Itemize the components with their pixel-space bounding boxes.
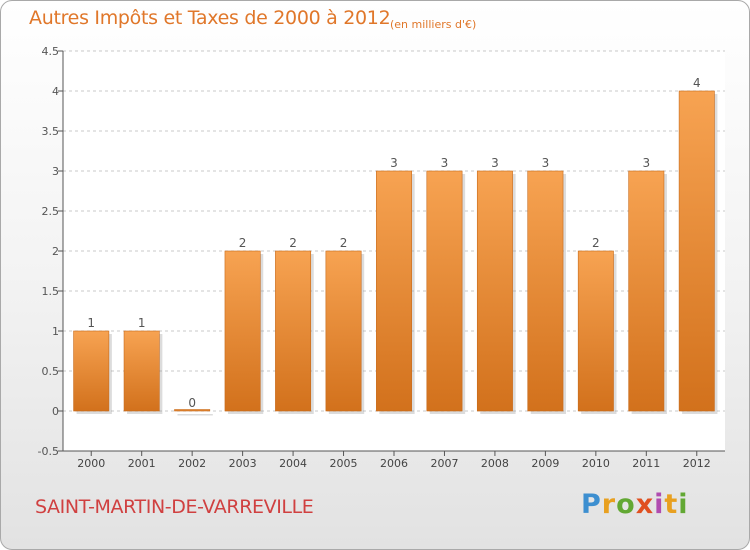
bar-2010 — [577, 250, 614, 412]
chart-title: Autres Impôts et Taxes de 2000 à 2012 — [29, 7, 391, 29]
x-tick-label: 2005 — [330, 457, 358, 470]
x-tick-label: 2008 — [481, 457, 509, 470]
logo-letter: t — [664, 489, 679, 520]
bar-value-label: 3 — [491, 156, 499, 170]
y-tick-label: 2 — [52, 245, 59, 258]
proxiti-logo: Proxiti — [581, 489, 689, 520]
bar-value-label: 2 — [289, 236, 297, 250]
x-tick-label: 2009 — [531, 457, 559, 470]
y-tick-label: 3 — [52, 165, 59, 178]
bar-value-label: 0 — [188, 396, 196, 410]
logo-letter: i — [678, 489, 689, 520]
bar-value-label: 1 — [87, 316, 95, 330]
y-tick-label: 1.5 — [42, 285, 60, 298]
bar-2008 — [476, 170, 513, 412]
y-tick-label: 0 — [52, 405, 59, 418]
logo-letter: o — [616, 489, 636, 520]
x-tick-label: 2006 — [380, 457, 408, 470]
commune-name: SAINT-MARTIN-DE-VARREVILLE — [35, 496, 314, 518]
bar-value-label: 3 — [390, 156, 398, 170]
bar-value-label: 2 — [239, 236, 247, 250]
bar-2004 — [275, 250, 312, 412]
x-tick-label: 2007 — [430, 457, 458, 470]
bar-2003 — [224, 250, 261, 412]
x-tick-label: 2011 — [632, 457, 660, 470]
logo-letter: r — [601, 489, 617, 520]
bar-value-label: 4 — [693, 76, 701, 90]
bar-2009 — [527, 170, 564, 412]
bar-2002 — [174, 409, 211, 412]
bar-2006 — [376, 170, 412, 412]
y-tick-label: 4.5 — [42, 45, 60, 58]
y-tick-label: -0.5 — [38, 445, 59, 458]
y-tick-label: 2.5 — [42, 205, 60, 218]
bar-value-label: 3 — [441, 156, 449, 170]
bar-value-label: 2 — [592, 236, 600, 250]
logo-letter: i — [654, 489, 665, 520]
bar-2012 — [678, 90, 715, 412]
bar-2007 — [426, 170, 463, 412]
bar-2011 — [628, 170, 665, 412]
logo-letter: P — [581, 489, 602, 520]
bar-value-label: 3 — [642, 156, 650, 170]
x-tick-label: 2003 — [229, 457, 257, 470]
bar-value-label: 1 — [138, 316, 146, 330]
bar-value-label: 3 — [542, 156, 550, 170]
bar-2001 — [123, 330, 160, 412]
bar-value-label: 2 — [340, 236, 348, 250]
logo-letter: x — [635, 489, 655, 520]
y-tick-label: 3.5 — [42, 125, 60, 138]
x-tick-label: 2012 — [683, 457, 711, 470]
x-tick-label: 2004 — [279, 457, 307, 470]
chart-subtitle: (en milliers d'€) — [390, 18, 477, 31]
y-tick-label: 4 — [52, 85, 59, 98]
x-tick-label: 2002 — [178, 457, 206, 470]
y-tick-label: 1 — [52, 325, 59, 338]
bar-shadow — [177, 414, 213, 416]
x-tick-label: 2000 — [77, 457, 105, 470]
bar-2000 — [73, 330, 110, 412]
bar-2005 — [325, 250, 362, 412]
x-tick-label: 2001 — [128, 457, 156, 470]
x-tick-label: 2010 — [582, 457, 610, 470]
y-tick-label: 0.5 — [42, 365, 60, 378]
